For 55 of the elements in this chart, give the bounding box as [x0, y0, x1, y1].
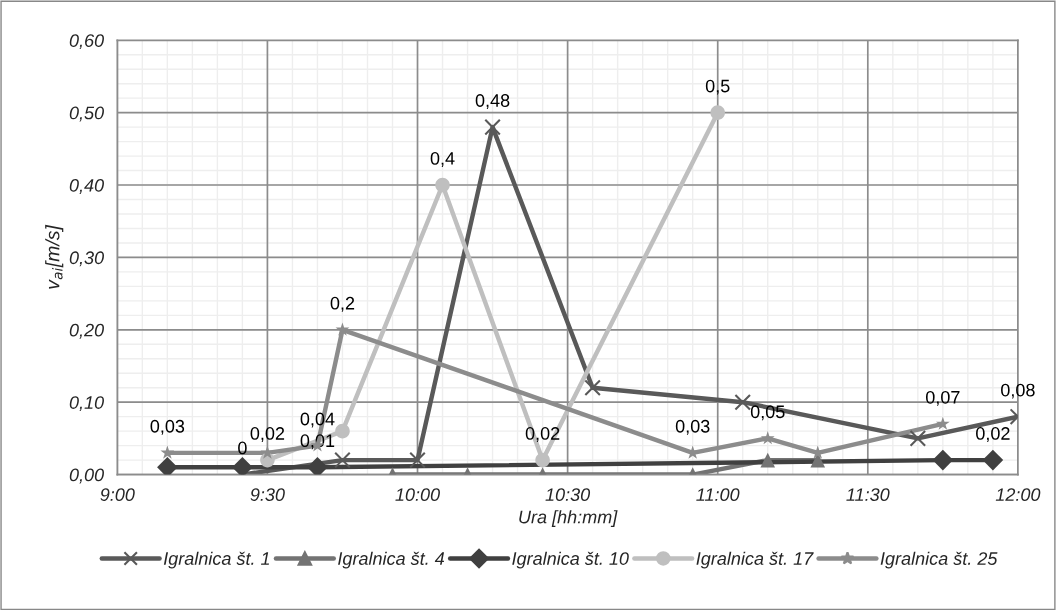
point: [484, 118, 501, 136]
legend-label: Igralnica št. 17: [696, 551, 814, 569]
point: [334, 451, 351, 469]
data-label: 0: [238, 441, 247, 455]
data-label: 0,03: [675, 419, 710, 435]
x-tick-label: 10:30: [545, 488, 591, 502]
data-label: 0,02: [976, 427, 1010, 442]
data-label: 0,48: [475, 94, 510, 110]
point: [409, 451, 426, 469]
point: [157, 457, 178, 475]
point: [160, 445, 175, 459]
point: [232, 457, 253, 475]
point: [760, 431, 775, 445]
legend-label: Igralnica št. 4: [338, 551, 445, 569]
point: [935, 416, 950, 430]
x-tick-label: 11:00: [696, 488, 740, 502]
x-tick-label: 12:00: [995, 488, 1041, 502]
data-label: 0,02: [525, 427, 560, 442]
point: [584, 379, 601, 397]
legend-label: Igralnica št. 25: [880, 551, 998, 569]
y-tick-label: 0,40: [69, 178, 104, 194]
y-tick-label: 0,00: [69, 468, 104, 484]
data-label: 0,5: [705, 79, 730, 95]
y-tick-label: 0,60: [69, 34, 104, 50]
x-tick-label: 9:30: [250, 488, 285, 502]
point: [760, 452, 776, 468]
legend-label: Igralnica št. 1: [163, 551, 270, 569]
data-label: 0,4: [430, 152, 455, 167]
data-label: 0,02: [250, 427, 285, 442]
y-tick-label: 0,10: [69, 396, 104, 412]
point: [982, 449, 1004, 471]
data-label: 0,03: [150, 419, 185, 435]
data-label: 0,04: [300, 412, 335, 428]
point: [307, 457, 328, 475]
point: [909, 430, 927, 447]
point: [335, 423, 350, 439]
y-tick-label: 0,30: [69, 251, 104, 267]
point: [335, 322, 350, 336]
x-tick-label: 11:30: [846, 488, 890, 502]
point: [734, 393, 752, 411]
data-label: 0,07: [925, 390, 960, 406]
y-tick-label: 0,50: [69, 106, 104, 122]
data-label: 0,08: [1001, 383, 1035, 399]
point: [932, 449, 954, 471]
x-axis-title: Ura [hh:mm]: [519, 510, 618, 527]
point: [535, 452, 550, 468]
point: [435, 177, 450, 193]
data-label: 0,05: [750, 405, 785, 421]
x-tick-label: 10:00: [395, 488, 440, 502]
legend-label: Igralnica št. 10: [512, 551, 629, 569]
point: [710, 105, 725, 120]
y-tick-label: 0,20: [69, 323, 104, 339]
x-tick-label: 9:00: [100, 488, 135, 502]
y-axis-title: v$_{ai}$[m/s]: [45, 224, 64, 289]
data-label: 0,2: [330, 296, 355, 312]
